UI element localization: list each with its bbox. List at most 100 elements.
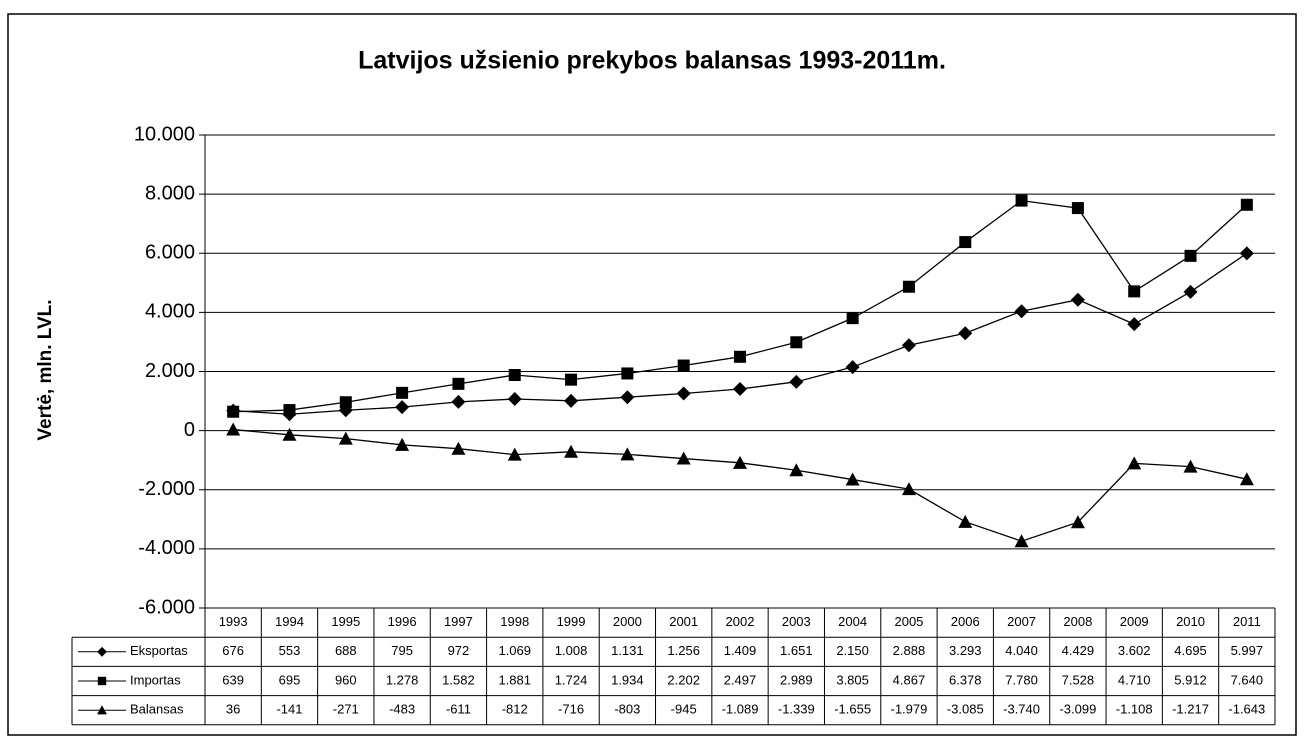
table-value: 1.069 (498, 643, 531, 658)
marker (621, 367, 634, 380)
y-tick-label: 10.000 (134, 123, 195, 145)
table-value: 639 (222, 672, 244, 687)
marker (734, 350, 746, 363)
marker (959, 236, 972, 249)
table-value: 695 (279, 672, 301, 687)
x-tick-label: 2001 (669, 614, 698, 629)
marker (789, 463, 804, 477)
table-value: 1.008 (555, 643, 588, 658)
marker (451, 394, 466, 409)
marker (1183, 284, 1198, 299)
table-value: -1.217 (1172, 702, 1209, 717)
table-value: 2.150 (836, 643, 869, 658)
x-tick-label: 1996 (388, 614, 417, 629)
x-tick-label: 1999 (557, 614, 586, 629)
table-value: 6.378 (949, 672, 982, 687)
table-value: -3.085 (947, 702, 984, 717)
table-value: 553 (279, 643, 301, 658)
table-value: -483 (389, 702, 415, 717)
marker (620, 390, 635, 405)
x-tick-label: 2004 (838, 614, 867, 629)
table-value: 5.912 (1174, 672, 1207, 687)
marker (1128, 285, 1141, 298)
marker (396, 386, 409, 399)
y-tick-label: -2.000 (138, 478, 195, 500)
marker (676, 386, 691, 401)
x-tick-label: 1994 (275, 614, 304, 629)
table-value: 2.497 (724, 672, 757, 687)
chart-frame (7, 13, 1297, 736)
table-value: -1.108 (1116, 702, 1153, 717)
y-tick-label: -6.000 (138, 596, 195, 618)
table-value: 3.293 (949, 643, 982, 658)
x-tick-label: 2007 (1007, 614, 1036, 629)
table-value: 4.040 (1005, 643, 1038, 658)
table-value: -803 (614, 702, 640, 717)
x-tick-label: 2006 (951, 614, 980, 629)
table-value: 2.989 (780, 672, 813, 687)
marker (395, 400, 410, 415)
table-value: 5.997 (1231, 643, 1264, 658)
y-axis-label: Vertė, mln. LVL. (35, 299, 56, 440)
table-value: -271 (333, 702, 359, 717)
table-value: 4.695 (1174, 643, 1207, 658)
x-tick-label: 2011 (1233, 614, 1261, 629)
legend-marker (97, 646, 107, 657)
table-value: 4.867 (893, 672, 926, 687)
marker (508, 369, 521, 382)
table-value: -141 (276, 702, 302, 717)
legend-label: Balansas (130, 702, 184, 717)
table-value: -716 (558, 702, 584, 717)
table-value: -812 (502, 702, 528, 717)
table-value: -1.339 (778, 702, 815, 717)
marker (1239, 246, 1254, 261)
table-value: -1.979 (891, 702, 928, 717)
x-tick-label: 2003 (782, 614, 811, 629)
marker (1070, 292, 1085, 307)
marker (339, 396, 352, 409)
marker (564, 444, 579, 458)
x-tick-label: 2010 (1176, 614, 1205, 629)
table-value: 1.651 (780, 643, 813, 658)
x-tick-label: 1995 (331, 614, 360, 629)
marker (901, 338, 916, 353)
table-value: 1.278 (386, 672, 419, 687)
table-value: 2.888 (893, 643, 926, 658)
marker (845, 472, 860, 486)
marker (620, 447, 635, 461)
marker (395, 437, 410, 451)
table-value: 36 (226, 702, 240, 717)
y-tick-label: 0 (184, 419, 195, 441)
table-value: 4.710 (1118, 672, 1151, 687)
table-value: 1.724 (555, 672, 588, 687)
marker (677, 359, 690, 372)
marker (733, 455, 747, 469)
table-value: 960 (335, 672, 357, 687)
marker (958, 514, 973, 528)
x-tick-label: 1998 (500, 614, 529, 629)
y-tick-label: 4.000 (145, 301, 195, 323)
marker (1239, 472, 1254, 486)
marker (338, 431, 353, 445)
chart-title: Latvijos užsienio prekybos balansas 1993… (358, 47, 946, 75)
table-value: 3.602 (1118, 643, 1151, 658)
table-value: 7.780 (1005, 672, 1038, 687)
x-tick-label: 1993 (219, 614, 248, 629)
marker (1184, 249, 1197, 262)
table-value: 1.409 (724, 643, 757, 658)
marker (451, 441, 466, 455)
marker (227, 405, 240, 418)
table-value: 7.528 (1062, 672, 1095, 687)
legend-label: Eksportas (130, 643, 188, 658)
table-value: 795 (391, 643, 413, 658)
table-value: -1.655 (834, 702, 871, 717)
marker (789, 374, 804, 389)
x-tick-label: 2000 (613, 614, 642, 629)
marker (564, 393, 579, 408)
marker (1071, 202, 1084, 215)
table-value: -3.099 (1059, 702, 1096, 717)
marker (507, 392, 522, 407)
table-value: 1.881 (498, 672, 531, 687)
table-value: -1.643 (1228, 702, 1265, 717)
